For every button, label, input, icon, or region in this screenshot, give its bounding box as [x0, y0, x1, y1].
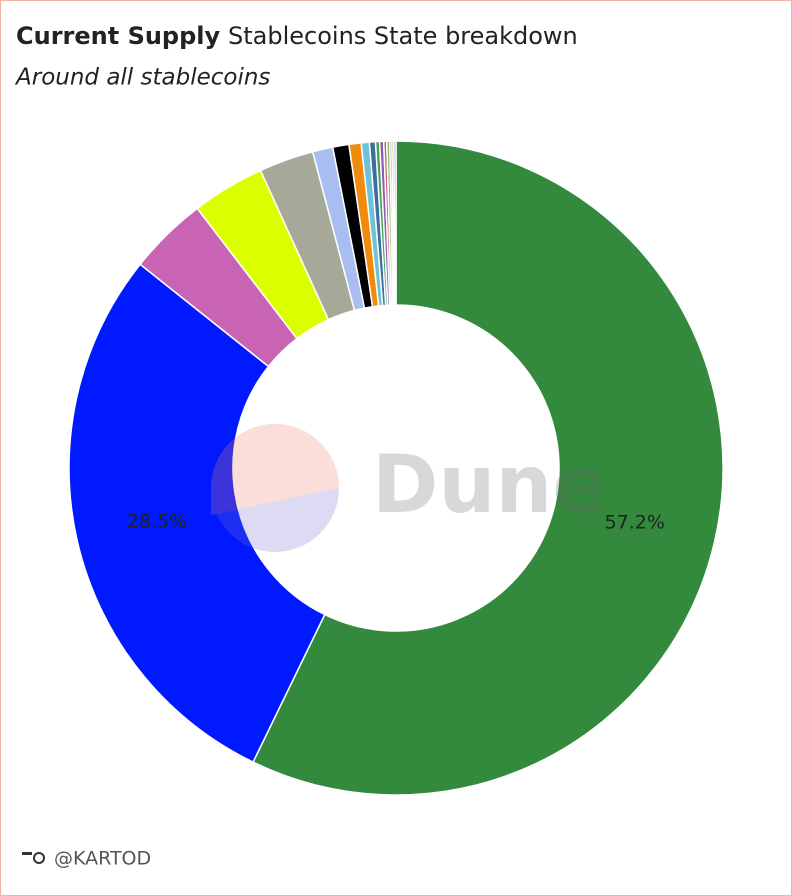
watermark: Dune: [211, 424, 607, 552]
footer-text: @KARTOD: [54, 848, 151, 870]
watermark-logo: [211, 424, 339, 552]
icon-part: [33, 852, 45, 864]
data-label: 57.2%: [605, 511, 665, 533]
slice: [393, 140, 397, 306]
slices: [68, 140, 724, 796]
watermark-text: Dune: [372, 438, 607, 531]
footer-icon: [22, 852, 45, 864]
icon-part: [22, 852, 32, 855]
chart-title: Current Supply: [16, 22, 221, 50]
data-label: 28.5%: [127, 511, 187, 533]
labels: 57.2% 28.5%: [127, 511, 665, 534]
chart-description: Around all stablecoins: [14, 65, 270, 91]
slice: [252, 140, 724, 796]
slice: [68, 263, 326, 764]
chart-subtitle: Stablecoins State breakdown: [228, 22, 578, 50]
watermark-logo: [211, 424, 339, 515]
